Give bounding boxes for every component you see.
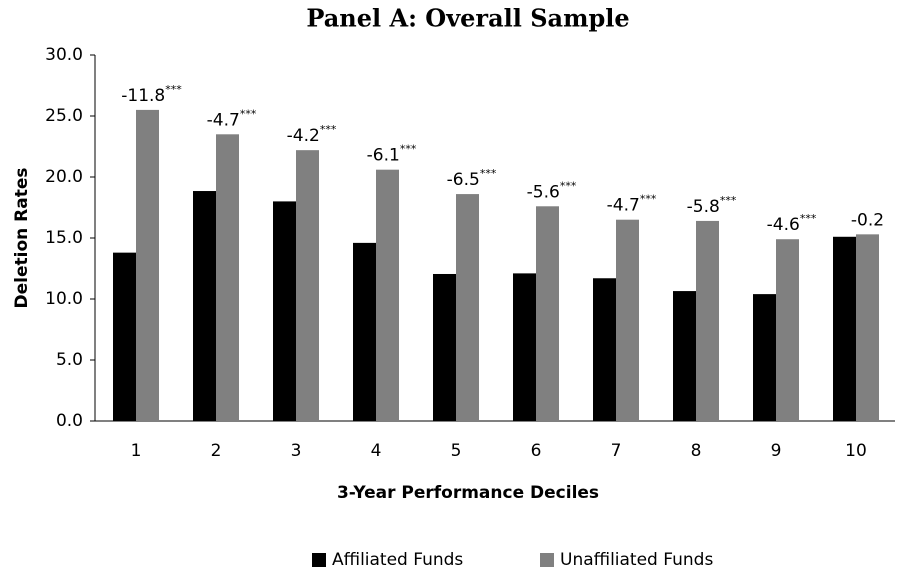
annotation-significance: *** (640, 193, 657, 206)
x-tick-label: 6 (531, 441, 542, 461)
bar (193, 191, 216, 421)
bar (673, 291, 696, 421)
bar (456, 194, 479, 421)
y-tick-label: 25.0 (45, 106, 83, 126)
annotation-value: -4.6 (767, 215, 800, 235)
bar (216, 134, 239, 422)
x-tick-label: 5 (451, 441, 462, 461)
bar (353, 242, 376, 421)
bar (753, 294, 776, 421)
x-tick-label: 7 (611, 441, 622, 461)
bar (433, 273, 456, 421)
x-tick-label: 8 (691, 441, 702, 461)
bar (593, 278, 616, 421)
bar (273, 201, 296, 421)
annotation-value: -5.6 (527, 182, 560, 202)
annotation-significance: *** (240, 107, 257, 120)
annotation: -4.7*** (207, 107, 257, 130)
x-tick-label: 1 (131, 441, 142, 461)
y-tick-label: 5.0 (56, 350, 83, 370)
legend-label: Affiliated Funds (332, 550, 463, 570)
annotation-significance: *** (320, 123, 337, 136)
annotation-value: -4.7 (207, 110, 240, 130)
annotation-significance: *** (560, 179, 577, 192)
x-tick-label: 2 (211, 441, 222, 461)
legend-swatch (540, 553, 554, 567)
annotation-value: -11.8 (121, 86, 165, 106)
bar (513, 273, 536, 421)
x-tick-label: 4 (371, 441, 382, 461)
annotation: -5.8*** (687, 194, 737, 217)
annotation: -4.7*** (607, 193, 657, 216)
annotation-value: -0.2 (851, 210, 884, 230)
annotation-value: -5.8 (687, 197, 720, 217)
y-axis-label: Deletion Rates (12, 168, 32, 309)
annotation-value: -4.2 (287, 126, 320, 146)
bar (376, 169, 399, 421)
bar (616, 219, 639, 421)
y-tick-label: 20.0 (45, 167, 83, 187)
annotation-value: -4.7 (607, 196, 640, 216)
x-tick-label: 10 (845, 441, 867, 461)
y-tick-label: 30.0 (45, 45, 83, 65)
annotation-significance: *** (800, 212, 817, 225)
bar (136, 109, 159, 422)
annotation: -0.2 (851, 210, 884, 230)
x-axis-label: 3-Year Performance Deciles (337, 483, 599, 503)
annotation-significance: *** (720, 194, 737, 207)
annotation: -11.8*** (121, 83, 182, 106)
chart-title: Panel A: Overall Sample (306, 4, 629, 33)
bar (536, 206, 559, 421)
y-tick-label: 15.0 (45, 228, 83, 248)
bar (296, 150, 319, 421)
bar (696, 220, 719, 421)
y-tick-label: 10.0 (45, 289, 83, 309)
annotation-significance: *** (480, 167, 497, 180)
legend-label: Unaffiliated Funds (560, 550, 713, 570)
x-tick-label: 3 (291, 441, 302, 461)
x-tick-label: 9 (771, 441, 782, 461)
annotation: -5.6*** (527, 179, 577, 202)
annotation-significance: *** (165, 83, 182, 96)
annotation: -6.1*** (367, 143, 417, 166)
annotation-significance: *** (400, 143, 417, 156)
annotation: -4.6*** (767, 212, 817, 235)
annotation-value: -6.5 (447, 170, 480, 190)
y-tick-label: 0.0 (56, 411, 83, 431)
bar (776, 239, 799, 421)
annotation: -6.5*** (447, 167, 497, 190)
annotation-value: -6.1 (367, 146, 400, 166)
bar (856, 234, 879, 421)
bar (833, 236, 856, 421)
annotation: -4.2*** (287, 123, 337, 146)
legend-swatch (312, 553, 326, 567)
bar (113, 252, 136, 421)
